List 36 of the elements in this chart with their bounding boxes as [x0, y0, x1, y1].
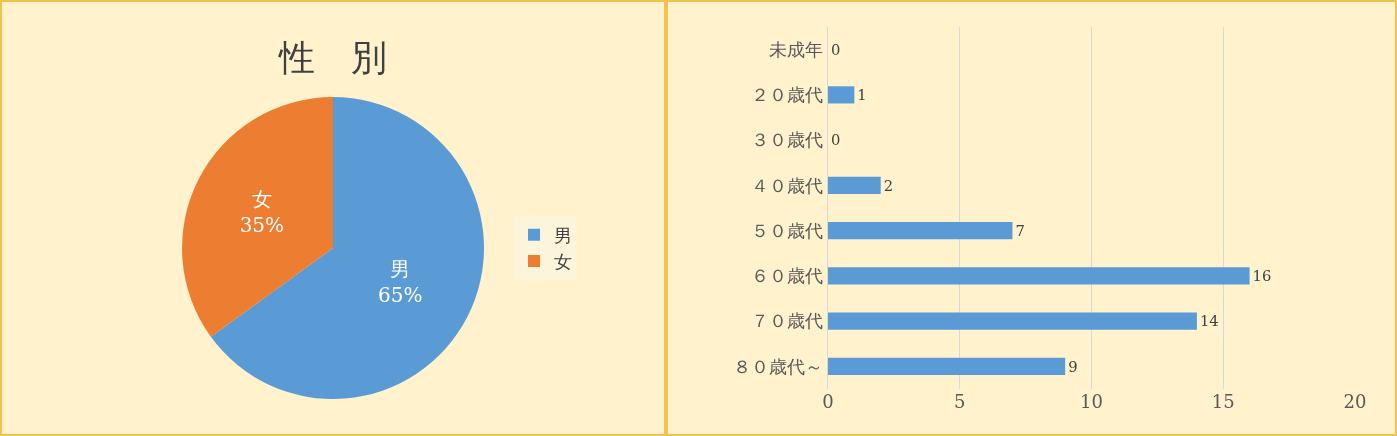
bar	[828, 222, 1013, 240]
y-tick-label: ７０歳代	[751, 310, 824, 332]
bar	[828, 86, 855, 104]
y-tick-label: ４０歳代	[751, 174, 824, 196]
data-label: 14	[1199, 312, 1219, 330]
y-tick-label: ３０歳代	[751, 129, 824, 151]
legend-label: 男	[554, 224, 572, 246]
data-label: 1	[857, 86, 867, 104]
bar	[828, 267, 1250, 285]
y-tick-label: ２０歳代	[751, 84, 824, 106]
x-tick-label: 0	[822, 391, 834, 412]
bar	[828, 357, 1066, 375]
slice-label: 男	[390, 257, 411, 282]
data-label: 9	[1068, 357, 1078, 375]
y-tick-label: ５０歳代	[751, 219, 824, 241]
y-tick-label: 未成年	[769, 38, 824, 60]
data-label: 65%	[378, 283, 423, 308]
pie-slice	[182, 97, 333, 337]
slice-label: 女	[251, 186, 272, 211]
data-label: 0	[831, 131, 841, 149]
pie-slice	[210, 97, 484, 399]
x-tick-label: 5	[954, 391, 966, 412]
bar	[828, 312, 1197, 330]
bar	[828, 176, 881, 194]
chart-title: 性 別	[278, 37, 387, 79]
legend-label: 女	[554, 251, 572, 273]
data-label: 35%	[239, 212, 285, 237]
data-label: 16	[1252, 267, 1272, 285]
data-label: 7	[1015, 221, 1025, 239]
x-tick-label: 15	[1211, 391, 1235, 412]
x-tick-label: 20	[1343, 391, 1367, 412]
data-label: 0	[831, 40, 841, 58]
y-tick-label: ８０歳代～	[733, 355, 824, 377]
y-tick-label: ６０歳代	[751, 265, 824, 287]
data-label: 2	[883, 176, 894, 194]
x-tick-label: 10	[1080, 391, 1103, 412]
